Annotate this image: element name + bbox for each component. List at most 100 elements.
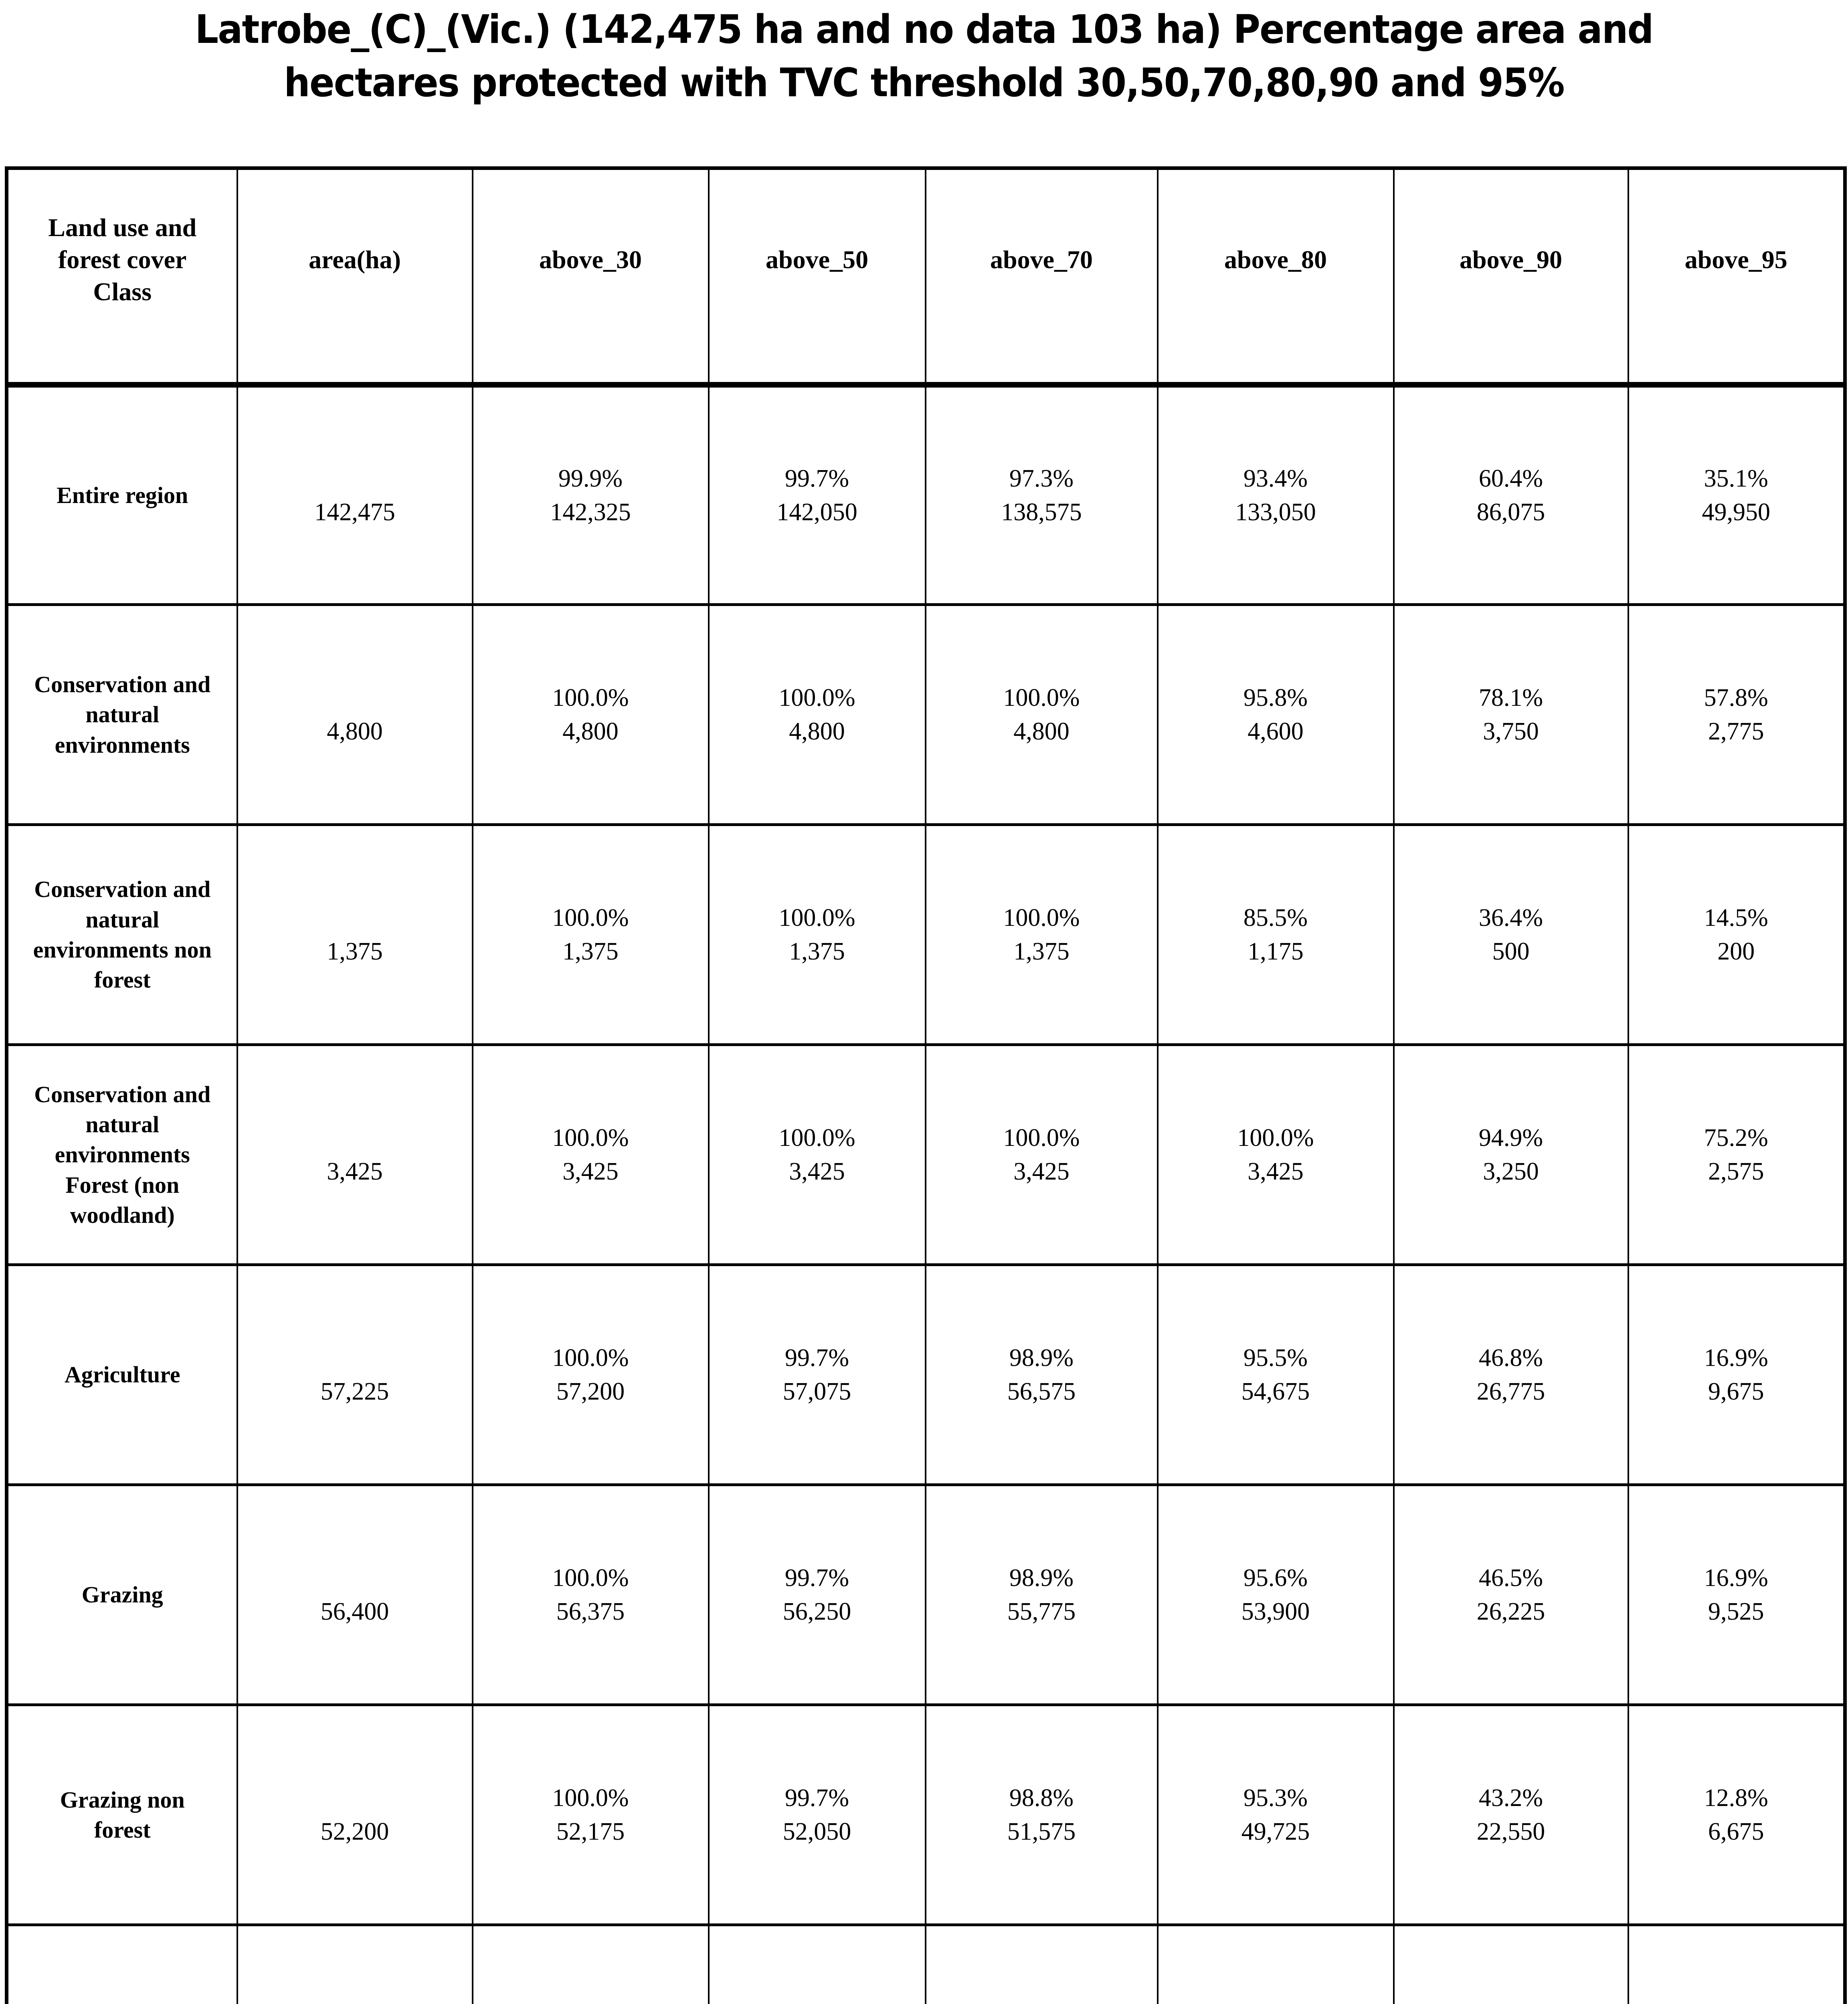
data-cell: 99.7% 57,075: [708, 1264, 926, 1486]
data-cell: 100.0% 3,425: [471, 1044, 710, 1266]
data-cell: 100.0%4,200: [471, 1924, 710, 2004]
header-above-90: above_90: [1393, 167, 1629, 388]
pct-value: 100.0%: [552, 1344, 629, 1372]
header-above-70: above_70: [924, 167, 1159, 388]
data-cell: 93.4% 133,050: [1157, 384, 1395, 606]
page-title: Latrobe_(C)_(Vic.) (142,475 ha and no da…: [55, 3, 1792, 110]
pct-value: 97.3%: [1009, 465, 1074, 492]
data-cell: 98.9% 55,775: [924, 1484, 1159, 1706]
data-cell: 99.4%4,175: [1157, 1924, 1395, 2004]
ha-value: 4,800: [789, 718, 845, 745]
area-cell: 57,225: [236, 1264, 473, 1486]
table-row: Conservation and natural environments Fo…: [6, 1044, 1846, 1266]
data-cell: 97.3% 138,575: [924, 384, 1159, 606]
area-cell: 4,200: [236, 1924, 473, 2004]
area-cell: 56,400: [236, 1484, 473, 1706]
header-above-80: above_80: [1157, 167, 1395, 388]
pct-value: 12.8%: [1704, 1784, 1768, 1812]
pct-value: 99.7%: [784, 1784, 849, 1812]
pct-value: 46.5%: [1478, 1564, 1543, 1592]
ha-value: 49,950: [1702, 498, 1771, 526]
data-cell: 95.5% 54,675: [1157, 1264, 1395, 1486]
pct-value: 99.9%: [558, 465, 623, 492]
pct-value: 100.0%: [1237, 1124, 1314, 1151]
data-cell: 12.8% 6,675: [1627, 1704, 1846, 1926]
pct-value: 95.5%: [1243, 1344, 1308, 1372]
data-cell: 100.0% 3,425: [708, 1044, 926, 1266]
pct-value: 43.2%: [1478, 1784, 1543, 1812]
header-above-95: above_95: [1627, 167, 1846, 388]
ha-value: 26,225: [1476, 1598, 1545, 1625]
ha-value: 138,575: [1001, 498, 1082, 526]
ha-value: 26,775: [1476, 1378, 1545, 1405]
ha-value: 500: [1492, 938, 1530, 965]
ha-value: 9,525: [1708, 1598, 1764, 1625]
data-cell: 57.8% 2,775: [1627, 604, 1846, 826]
pct-value: 99.4%: [1159, 2001, 1392, 2004]
pct-value: 100.0%: [1003, 904, 1080, 931]
data-cell: 95.6% 53,900: [1157, 1484, 1395, 1706]
land-use-table: Land use and forest cover Class area(ha)…: [5, 166, 1847, 2004]
data-cell: 100.0%4,200: [924, 1924, 1159, 2004]
pct-value: 100.0%: [552, 904, 629, 931]
ha-value: 200: [1717, 938, 1755, 965]
pct-value: 78.1%: [1478, 684, 1543, 711]
data-cell: 46.8% 26,775: [1393, 1264, 1629, 1486]
pct-value: 98.9%: [1009, 1344, 1074, 1372]
ha-value: 1,375: [562, 938, 619, 965]
ha-value: 55,775: [1007, 1598, 1076, 1625]
area-value: 3,425: [327, 1158, 383, 1185]
data-cell: 99.7% 52,050: [708, 1704, 926, 1926]
header-area: area(ha): [236, 167, 473, 388]
pct-value: 95.3%: [1243, 1784, 1308, 1812]
pct-value: 67.9%: [1630, 2001, 1844, 2004]
pct-value: 57.8%: [1704, 684, 1768, 711]
ha-value: 57,075: [782, 1378, 851, 1405]
area-value: 4,800: [327, 718, 383, 745]
table-row: Entire region 142,475 99.9% 142,325 99.7% 14…: [6, 384, 1846, 606]
pct-value: 100.0%: [552, 1564, 629, 1592]
pct-value: 100.0%: [1003, 1124, 1080, 1151]
row-label: Entire region: [6, 384, 238, 606]
page-title-line2: hectares protected with TVC threshold 30…: [284, 60, 1565, 106]
ha-value: 52,050: [782, 1818, 851, 1845]
data-cell: 100.0%4,200: [708, 1924, 926, 2004]
table-row: Conservation and natural environments 4,…: [6, 604, 1846, 826]
ha-value: 3,250: [1483, 1158, 1539, 1185]
header-above-30: above_30: [471, 167, 710, 388]
pct-value: 99.7%: [784, 1564, 849, 1592]
row-label: Grazing - Forest (non woodland): [6, 1924, 238, 2004]
data-cell: 43.2% 22,550: [1393, 1704, 1629, 1926]
row-label: Agriculture: [6, 1264, 238, 1486]
area-value: 56,400: [320, 1598, 389, 1625]
page-title-line1: Latrobe_(C)_(Vic.) (142,475 ha and no da…: [195, 7, 1654, 53]
pct-line-empty: [239, 901, 471, 935]
data-cell: 99.9% 142,325: [471, 384, 710, 606]
pct-value: 14.5%: [1704, 904, 1768, 931]
pct-value: 100.0%: [778, 684, 855, 711]
data-cell: 60.4% 86,075: [1393, 384, 1629, 606]
ha-value: 56,250: [782, 1598, 851, 1625]
pct-value: 100.0%: [552, 1784, 629, 1812]
header-above-50: above_50: [708, 167, 926, 388]
ha-value: 3,425: [562, 1158, 619, 1185]
data-cell: 98.8% 51,575: [924, 1704, 1159, 1926]
pct-line-empty: [239, 1781, 471, 1815]
pct-value: 100.0%: [552, 684, 629, 711]
area-value: 57,225: [320, 1378, 389, 1405]
data-cell: 78.1% 3,750: [1393, 604, 1629, 826]
pct-value: 100.0%: [552, 1124, 629, 1151]
pct-value: 85.5%: [1243, 904, 1308, 931]
ha-value: 86,075: [1476, 498, 1545, 526]
pct-value: 75.2%: [1704, 1124, 1768, 1151]
data-cell: 100.0% 4,800: [708, 604, 926, 826]
data-cell: 100.0% 4,800: [924, 604, 1159, 826]
pct-value: 94.9%: [1478, 1124, 1543, 1151]
pct-value: 100.0%: [778, 904, 855, 931]
data-cell: 75.2% 2,575: [1627, 1044, 1846, 1266]
ha-value: 2,775: [1708, 718, 1764, 745]
area-cell: 52,200: [236, 1704, 473, 1926]
ha-value: 52,175: [556, 1818, 625, 1845]
data-cell: 94.9% 3,250: [1393, 1044, 1629, 1266]
data-cell: 46.5% 26,225: [1393, 1484, 1629, 1706]
